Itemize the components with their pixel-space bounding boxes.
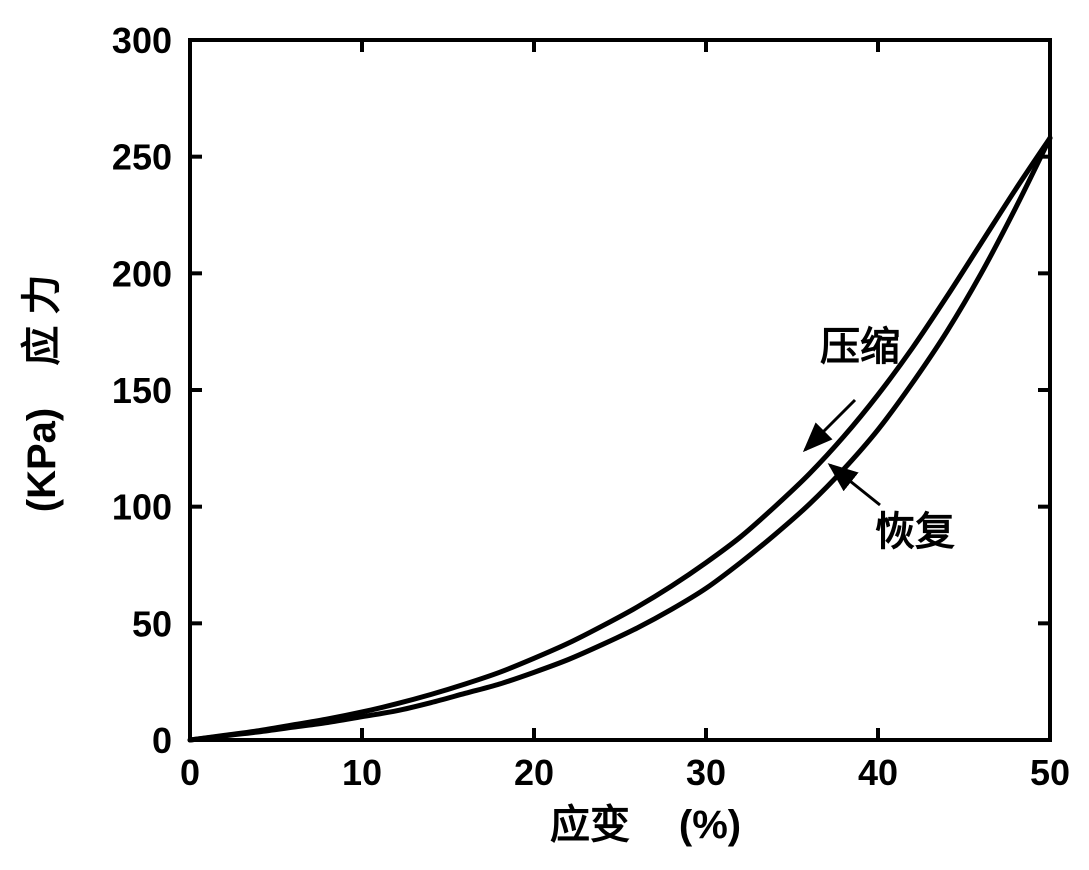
series-recovery (190, 138, 1050, 740)
y-tick-label: 0 (152, 720, 172, 761)
y-tick-label: 100 (112, 487, 172, 528)
compression-label-arrow (805, 400, 855, 450)
x-tick-label: 50 (1030, 752, 1070, 793)
svg-text:(KPa): (KPa) (20, 408, 64, 512)
x-tick-label: 30 (686, 752, 726, 793)
svg-text:应 力: 应 力 (20, 274, 64, 365)
recovery-label-arrow (830, 465, 880, 505)
y-tick-label: 250 (112, 137, 172, 178)
y-tick-label: 50 (132, 603, 172, 644)
x-axis-label: 应变 (%) (550, 803, 741, 847)
svg-text:应变: 应变 (550, 803, 630, 847)
x-tick-label: 20 (514, 752, 554, 793)
y-tick-label: 150 (112, 370, 172, 411)
y-axis-label: 应 力 (KPa) (20, 274, 64, 512)
svg-text:压缩: 压缩 (820, 325, 900, 369)
svg-text:恢复: 恢复 (875, 510, 955, 554)
x-tick-label: 40 (858, 752, 898, 793)
y-tick-label: 300 (112, 20, 172, 61)
recovery-label: 恢复 (830, 465, 955, 554)
x-tick-label: 10 (342, 752, 382, 793)
series-compression (190, 138, 1050, 740)
svg-text:(%): (%) (679, 803, 741, 847)
stress-strain-chart: 0 10 20 30 40 50 0 50 100 150 200 250 300 应变 (%) 应 力 (KP… (0, 0, 1089, 870)
y-tick-label: 200 (112, 253, 172, 294)
x-tick-label: 0 (180, 752, 200, 793)
